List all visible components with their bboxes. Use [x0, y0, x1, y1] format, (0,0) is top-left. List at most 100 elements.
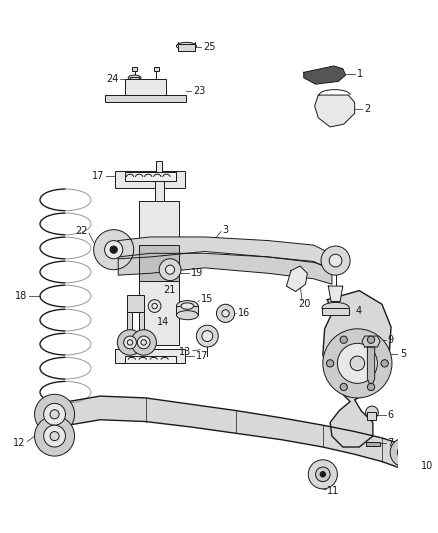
Circle shape	[390, 438, 419, 467]
Circle shape	[321, 246, 350, 275]
Bar	[177, 306, 198, 315]
Bar	[132, 67, 138, 71]
Bar	[178, 44, 194, 51]
Text: 2: 2	[364, 104, 370, 114]
Bar	[322, 308, 349, 315]
Text: 17: 17	[92, 171, 105, 181]
Circle shape	[222, 310, 229, 317]
Text: 9: 9	[387, 335, 393, 345]
Circle shape	[320, 472, 325, 477]
Bar	[130, 77, 139, 82]
Bar	[139, 245, 179, 280]
Circle shape	[159, 259, 181, 280]
Circle shape	[337, 343, 378, 383]
Text: 3: 3	[223, 225, 229, 235]
Circle shape	[105, 240, 123, 259]
Circle shape	[196, 325, 218, 347]
Bar	[116, 172, 184, 188]
Text: 20: 20	[298, 299, 311, 309]
Bar	[154, 67, 159, 71]
Circle shape	[202, 330, 213, 342]
Circle shape	[50, 410, 59, 419]
Circle shape	[138, 336, 150, 349]
Bar	[126, 79, 166, 95]
Text: 11: 11	[327, 486, 339, 496]
Circle shape	[350, 356, 365, 370]
Bar	[127, 295, 144, 311]
Polygon shape	[323, 290, 391, 447]
Text: 13: 13	[179, 348, 191, 358]
Ellipse shape	[128, 75, 141, 80]
Ellipse shape	[322, 302, 349, 313]
Text: 5: 5	[400, 349, 406, 359]
Circle shape	[329, 254, 342, 267]
Text: 25: 25	[203, 42, 215, 52]
Bar	[127, 311, 132, 332]
Polygon shape	[314, 95, 355, 127]
Circle shape	[367, 336, 374, 343]
Circle shape	[308, 460, 337, 489]
Bar	[139, 311, 144, 332]
Text: 21: 21	[163, 285, 175, 295]
Bar	[116, 349, 184, 364]
Polygon shape	[118, 237, 332, 268]
Text: 17: 17	[195, 351, 208, 361]
Text: 24: 24	[106, 74, 118, 84]
Circle shape	[366, 406, 378, 419]
Circle shape	[340, 336, 347, 343]
Circle shape	[35, 394, 74, 434]
Polygon shape	[118, 253, 332, 284]
Text: 6: 6	[387, 410, 393, 420]
Polygon shape	[417, 418, 437, 438]
Polygon shape	[362, 336, 380, 347]
Text: 10: 10	[421, 461, 433, 471]
Polygon shape	[328, 286, 343, 302]
Bar	[155, 174, 164, 201]
Text: 1: 1	[357, 69, 363, 79]
Circle shape	[315, 467, 330, 482]
Text: 18: 18	[15, 291, 27, 301]
Bar	[124, 172, 176, 181]
Circle shape	[367, 383, 374, 391]
Polygon shape	[304, 66, 346, 84]
Text: 12: 12	[13, 438, 25, 448]
Text: 16: 16	[238, 308, 251, 318]
Text: 7: 7	[387, 438, 394, 448]
Text: 22: 22	[76, 227, 88, 237]
Text: 14: 14	[157, 318, 170, 327]
Ellipse shape	[177, 311, 198, 320]
Circle shape	[326, 360, 334, 367]
Text: 23: 23	[193, 86, 205, 96]
Circle shape	[397, 445, 412, 460]
Circle shape	[44, 403, 65, 425]
Polygon shape	[367, 347, 374, 383]
Bar	[124, 356, 176, 364]
Ellipse shape	[177, 301, 198, 311]
Bar	[156, 160, 162, 174]
Ellipse shape	[177, 42, 196, 50]
Circle shape	[35, 416, 74, 456]
Bar	[105, 95, 187, 102]
Circle shape	[340, 383, 347, 391]
Circle shape	[124, 336, 136, 349]
Text: 4: 4	[356, 305, 362, 316]
Text: 15: 15	[201, 294, 213, 304]
Text: 19: 19	[191, 268, 203, 278]
Polygon shape	[46, 396, 418, 479]
Circle shape	[216, 304, 235, 322]
Circle shape	[94, 230, 134, 270]
Circle shape	[44, 425, 65, 447]
Circle shape	[166, 265, 175, 274]
Bar	[366, 441, 380, 446]
Circle shape	[117, 330, 143, 355]
Circle shape	[131, 330, 156, 355]
Bar	[367, 413, 377, 419]
Circle shape	[50, 432, 59, 441]
Circle shape	[110, 246, 117, 253]
Polygon shape	[286, 266, 307, 292]
Circle shape	[323, 329, 392, 398]
Circle shape	[381, 360, 389, 367]
Ellipse shape	[181, 303, 194, 309]
Bar	[139, 201, 179, 345]
Circle shape	[148, 300, 161, 312]
